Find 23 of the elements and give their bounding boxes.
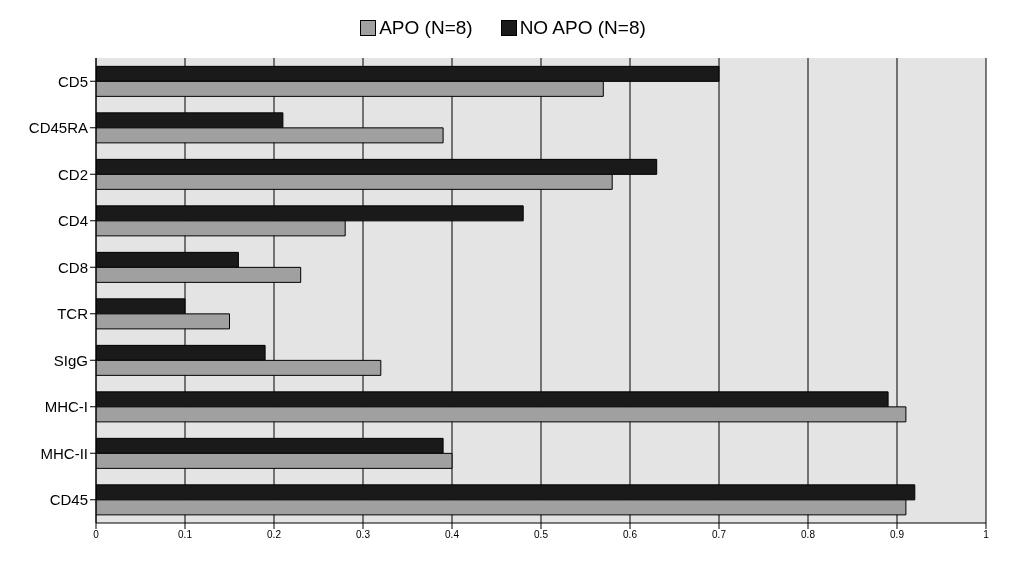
legend-label: NO APO (N=8) xyxy=(519,17,646,39)
x-tick-label: 0.8 xyxy=(801,529,816,541)
x-tick-label: 0.7 xyxy=(712,529,727,541)
y-tick-label: CD5 xyxy=(57,72,88,90)
y-tick-label: CD2 xyxy=(57,165,88,183)
y-tick-label: SIgG xyxy=(53,351,88,369)
x-tick-label: 0.6 xyxy=(623,529,638,541)
y-tick-label: MHC-I xyxy=(44,398,88,416)
x-tick-label: 0 xyxy=(93,529,100,541)
x-tick-label: 0.3 xyxy=(356,529,371,541)
y-tick-label: CD45RA xyxy=(28,119,88,137)
y-tick-label: CD8 xyxy=(57,258,88,276)
y-tick-label: CD45 xyxy=(49,491,88,509)
x-tick-label: 0.1 xyxy=(178,529,193,541)
x-tick-label: 1 xyxy=(983,529,990,541)
x-tick-label: 0.4 xyxy=(445,529,460,541)
x-tick-label: 0.9 xyxy=(890,529,905,541)
y-tick-label: CD4 xyxy=(57,212,88,230)
y-tick-label: MHC-II xyxy=(40,444,88,462)
x-tick-label: 0.2 xyxy=(267,529,282,541)
legend-label: APO (N=8) xyxy=(379,17,473,39)
x-tick-label: 0.5 xyxy=(534,529,549,541)
y-tick-label: TCR xyxy=(57,305,89,323)
